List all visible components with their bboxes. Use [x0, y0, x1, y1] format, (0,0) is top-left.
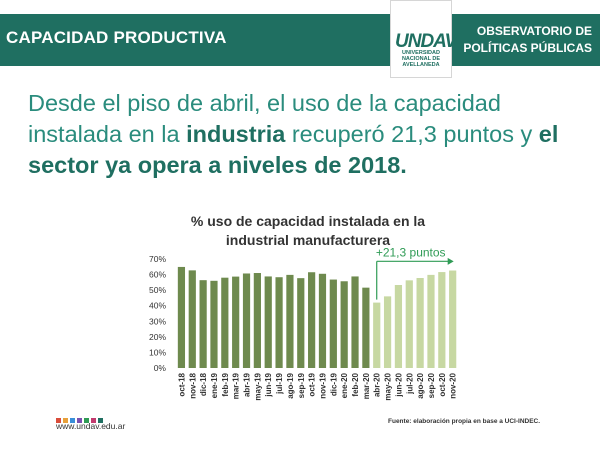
x-tick-label: ene-19: [210, 372, 219, 398]
bar: [340, 281, 348, 368]
x-tick-label: oct-18: [177, 372, 186, 396]
bar: [362, 287, 370, 368]
x-tick-label: abr-20: [373, 372, 382, 397]
bar: [242, 273, 251, 368]
logo-line-3: AVELLANEDA: [402, 62, 440, 69]
bar: [373, 302, 381, 368]
x-tick-label: jun-19: [264, 372, 273, 397]
y-tick-label: 40%: [149, 301, 166, 311]
header-banner: CAPACIDAD PRODUCTIVA OBSERVATORIO DE POL…: [0, 14, 600, 66]
logo-subtitle: UNIVERSIDAD NACIONAL DE AVELLANEDA: [393, 50, 449, 69]
observatory-title: OBSERVATORIO DE POLÍTICAS PÚBLICAS: [463, 23, 592, 57]
bar: [286, 274, 294, 368]
bar: [308, 272, 316, 368]
source-note: Fuente: elaboración propia en base a UCI…: [388, 418, 541, 425]
color-dots-decoration: [56, 410, 105, 428]
y-tick-label: 10%: [149, 347, 166, 357]
logo-mark: UNDAV: [395, 31, 457, 52]
bar: [221, 277, 229, 368]
bar: [383, 296, 392, 368]
bar: [329, 279, 337, 368]
y-tick-label: 50%: [149, 285, 166, 295]
bar: [177, 266, 186, 368]
y-tick-label: 70%: [149, 254, 166, 264]
y-tick-label: 20%: [149, 332, 166, 342]
x-tick-label: dic-19: [329, 372, 338, 396]
observatory-line-1: OBSERVATORIO DE: [476, 24, 592, 38]
x-tick-label: dic-18: [199, 372, 208, 396]
bar: [297, 278, 305, 368]
y-tick-label: 0%: [154, 363, 167, 373]
bar: [394, 285, 403, 368]
bar: [438, 272, 446, 368]
x-tick-label: ene-20: [340, 372, 349, 398]
x-tick-label: nov-18: [188, 372, 197, 398]
undav-logo: UNDAV UNIVERSIDAD NACIONAL DE AVELLANEDA: [390, 0, 457, 78]
annotation-label: +21,3 puntos: [376, 245, 446, 259]
x-tick-label: may-20: [384, 372, 393, 400]
bar: [416, 277, 424, 368]
x-tick-label: jul-20: [405, 372, 414, 394]
x-tick-label: ago-19: [286, 372, 295, 398]
x-tick-label: feb-19: [221, 372, 230, 396]
bar: [210, 280, 218, 368]
headline-part-1: Desde el piso de abril, el uso de la cap…: [28, 90, 501, 147]
x-tick-label: ago-20: [416, 372, 425, 398]
headline-bold-2: el sector ya opera a niveles de 2018.: [28, 121, 559, 178]
x-tick-label: nov-19: [318, 372, 327, 398]
section-title: CAPACIDAD PRODUCTIVA: [6, 28, 227, 47]
chart-title: % uso de capacidad instalada en la indus…: [168, 212, 448, 250]
x-tick-label: oct-20: [438, 372, 447, 396]
observatory-line-2: POLÍTICAS PÚBLICAS: [463, 41, 592, 55]
x-tick-label: jun-20: [394, 372, 403, 397]
x-tick-label: mar-19: [232, 372, 241, 399]
chart-title-line-2: industrial manufacturera: [225, 232, 391, 248]
bar: [427, 274, 435, 368]
bar: [253, 273, 261, 368]
x-tick-label: oct-19: [308, 372, 317, 396]
bar: [318, 273, 327, 368]
annotation-arrow: [447, 257, 454, 265]
headline: Desde el piso de abril, el uso de la cap…: [28, 88, 588, 181]
bar: [351, 276, 359, 368]
x-tick-label: mar-20: [362, 372, 371, 399]
bar: [405, 280, 413, 368]
y-tick-label: 60%: [149, 270, 166, 280]
bar: [232, 276, 240, 368]
x-tick-label: jul-19: [275, 372, 284, 394]
x-tick-label: abr-19: [243, 372, 252, 397]
bar: [188, 270, 196, 368]
logo-line-1: UNIVERSIDAD: [402, 50, 440, 56]
bar: [199, 280, 207, 368]
bar: [449, 270, 457, 368]
headline-part-2: recuperó 21,3 puntos y: [285, 121, 539, 147]
x-tick-label: may-19: [253, 372, 262, 400]
website-link[interactable]: www.undav.edu.ar: [56, 421, 126, 431]
x-tick-label: feb-20: [351, 372, 360, 396]
x-tick-label: sep-20: [427, 372, 436, 398]
bar: [275, 277, 283, 368]
x-tick-label: nov-20: [449, 372, 458, 398]
x-tick-label: sep-19: [297, 372, 306, 398]
y-tick-label: 30%: [149, 316, 166, 326]
headline-bold-1: industria: [186, 121, 286, 147]
chart-title-line-1: % uso de capacidad instalada en la: [190, 213, 426, 229]
logo-line-2: NACIONAL DE: [401, 56, 441, 63]
bar: [264, 276, 272, 368]
